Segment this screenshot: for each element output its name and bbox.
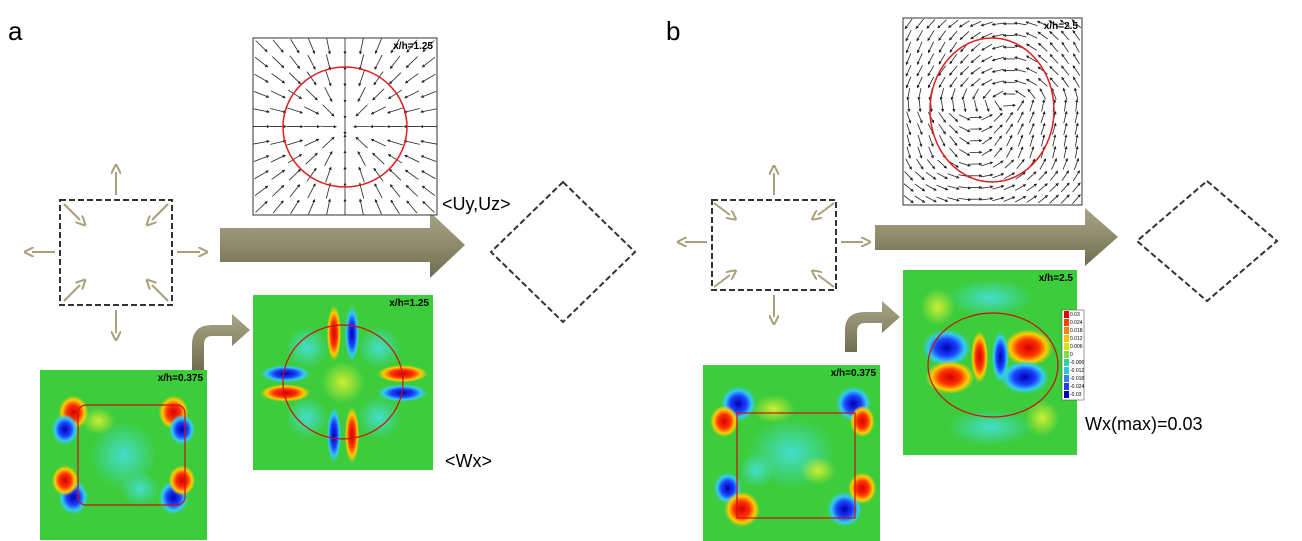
colorbar-label: 0.024 [1070,320,1083,326]
vector-plot: x/h=1.25 [253,38,437,215]
colorbar-label: 0 [1070,352,1073,358]
heat-blob [169,465,196,496]
process-arrow [875,208,1118,266]
curved-arrow [845,301,900,352]
heat-blob [800,457,835,485]
heat-blob [992,331,1009,383]
colorbar-swatch [1064,359,1069,366]
heatmap: x/h=0.375 [40,370,207,540]
heat-blob [52,414,79,445]
colorbar-label: 0.03 [1070,312,1080,318]
caption: <Wx> [445,451,492,471]
colorbar-swatch [1064,327,1069,334]
colorbar-label: 0.012 [1070,336,1083,342]
heat-blob [345,407,359,463]
panel-label: b [666,16,680,46]
deformed-diamond [1137,181,1277,301]
strain-arrow [818,275,834,287]
heat-blob [947,409,1034,446]
colorbar-label: -0.024 [1070,384,1084,390]
colorbar-swatch [1064,351,1069,358]
colorbar-label: 0.006 [1070,344,1083,350]
heat-blob [710,405,738,437]
initial-square [32,172,200,333]
heat-blob [120,472,160,506]
colorbar-label: -0.03 [1070,392,1082,398]
caption: Wx(max)=0.03 [1085,414,1203,434]
colorbar-swatch [1064,391,1069,398]
strain-arrow [818,203,834,215]
heat-blob [1025,400,1060,437]
heat-blob [52,465,79,496]
colorbar-swatch [1064,343,1069,350]
heatmap: x/h=0.375 [703,365,880,541]
plot-label: x/h=2.5 [1044,21,1079,32]
strain-arrow [64,204,80,220]
heatmap: x/h=2.5 [903,270,1077,455]
colorbar-swatch [1064,311,1069,318]
strain-arrow [714,275,730,287]
heat-blob [82,407,115,434]
plot-label: x/h=1.25 [389,298,429,309]
heat-blob [285,327,328,369]
heat-blob [947,279,1034,316]
heat-blob [850,405,875,437]
heat-blob [926,361,975,394]
plot-label: x/h=0.375 [831,368,877,379]
colorbar-swatch [1064,367,1069,374]
curved-arrow [192,314,250,370]
heat-blob [848,472,876,504]
colorbar-swatch [1064,319,1069,326]
initial-rectangle [685,173,863,317]
caption: <Uy,Uz> [442,194,511,214]
colorbar-label: -0.006 [1070,360,1084,366]
colorbar-swatch [1064,383,1069,390]
colorbar-label: 0.018 [1070,328,1083,334]
colorbar-swatch [1064,335,1069,342]
heat-blob [357,327,400,369]
heat-blob [920,289,955,326]
plot-label: x/h=1.25 [393,41,433,52]
heatmap: x/h=1.25 [253,295,433,470]
plot-label: x/h=2.5 [1039,273,1074,284]
heat-blob [724,492,759,527]
heat-blob [285,397,328,439]
heat-blob [753,395,795,423]
heat-blob [738,453,773,488]
heat-blob [169,414,196,445]
plots: x/h=1.25 x/h=2.5 x/h=0.375 x/h=0.375 x/h=1.2… [40,18,1084,541]
colorbar-label: -0.018 [1070,376,1084,382]
heat-blob [321,362,364,404]
strain-arrow [714,203,730,215]
deformed-diamond [491,182,635,322]
heat-blob [971,331,988,383]
strain-arrow [152,204,168,220]
colorbar-swatch [1064,375,1069,382]
figure: a b x/h=1.25x/h=2.5x/h=0.375x/h=0.375x/h… [0,0,1302,541]
strain-arrow [152,285,168,301]
colorbar-label: -0.012 [1070,368,1084,374]
process-arrow [220,212,465,278]
heat-blob [922,329,971,366]
heat-blob [327,306,341,362]
panel-label: a [8,16,23,46]
heat-blob [345,306,359,362]
plot-label: x/h=0.375 [158,373,204,384]
vector-plot: x/h=2.5 [903,18,1082,205]
strain-arrow [64,285,80,301]
heat-blob [327,407,341,463]
heat-blob [357,397,400,439]
colorbar: 0.03 0.024 0.018 0.012 0.006 0 -0.006 -0.012 -0.… [1062,310,1084,400]
